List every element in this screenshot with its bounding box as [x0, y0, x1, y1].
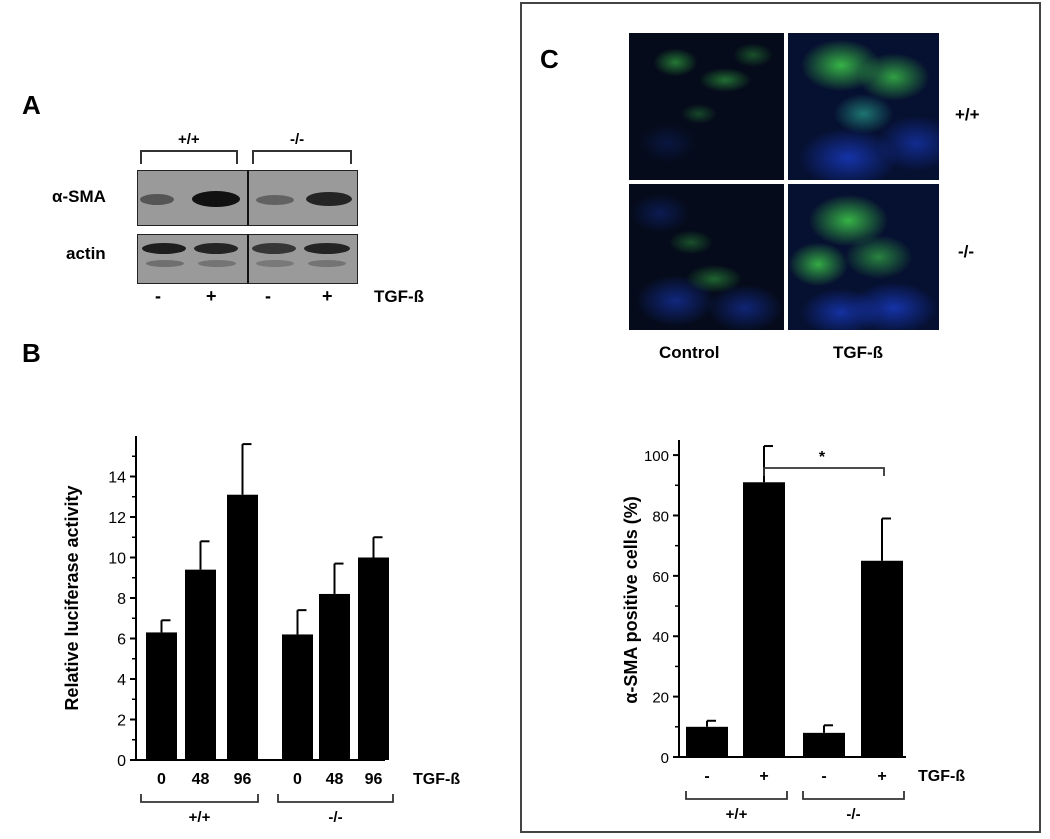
c-category-label: - [821, 768, 826, 785]
b-group-bracket [277, 794, 394, 803]
c-bar [686, 726, 728, 757]
blot-sign-2: + [206, 286, 217, 306]
c-category-label: + [877, 768, 886, 785]
micrograph-ko-tgf [787, 183, 940, 331]
blot-sign-4: + [322, 286, 333, 306]
band-actin-2 [194, 243, 238, 254]
genotype-bracket-ko [252, 150, 352, 164]
chart-b-xlabels: 0 48 96 0 48 96 TGF-ß +/+ -/- [140, 771, 460, 826]
c-category-label: - [704, 768, 709, 785]
chart-c-bars: * [686, 445, 903, 757]
b-group-label: +/+ [189, 809, 211, 826]
b-bar [358, 557, 389, 760]
c-bar [861, 560, 903, 757]
b-bar [185, 569, 216, 760]
blot-genotype-wt: +/+ [178, 131, 200, 148]
c-bar [743, 482, 785, 757]
micrograph-wt-control [628, 32, 785, 181]
b-bar [319, 593, 350, 760]
c-category-label: + [759, 768, 768, 785]
c-group-label: +/+ [726, 806, 748, 823]
micrograph-row-label-wt: +/+ [955, 105, 980, 124]
band-actin-3 [252, 243, 296, 254]
b-bar [282, 634, 313, 760]
panel-label-a: A [22, 90, 41, 120]
b-category-label: 96 [365, 771, 383, 788]
blot-sign-3: - [265, 286, 271, 306]
c-ytick-label: 80 [652, 508, 669, 525]
c-ytick-label: 40 [652, 629, 669, 646]
micrograph-wt-tgf [787, 32, 940, 181]
b-group-label: -/- [328, 809, 342, 826]
b-ytick-label: 14 [108, 470, 126, 487]
c-significance-bracket [763, 467, 885, 476]
c-ytick-label: 20 [652, 690, 669, 707]
c-ytick-label: 60 [652, 569, 669, 586]
band-actin-lower-2 [198, 260, 236, 267]
panel-label-c: C [540, 44, 559, 74]
c-treatment-label: TGF-ß [918, 768, 965, 785]
c-group-label: -/- [846, 806, 860, 823]
blot-treatment-label: TGF-ß [374, 287, 425, 306]
panel-c-box [520, 2, 1041, 833]
c-significance-marker: * [819, 449, 826, 466]
c-ytick-label: 100 [644, 448, 669, 465]
blot-row-label-actin: actin [66, 244, 106, 263]
b-bar [227, 494, 258, 760]
b-ytick-label: 10 [108, 551, 126, 568]
band-actin-lower-1 [146, 260, 184, 267]
b-ytick-label: 12 [108, 510, 126, 527]
b-category-label: 48 [192, 771, 210, 788]
chart-b-bars [146, 443, 389, 760]
band-actin-lower-4 [308, 260, 346, 267]
b-category-label: 0 [293, 771, 302, 788]
band-sma-wt-tgf [192, 191, 240, 207]
blot-sma-strip [137, 170, 358, 226]
band-actin-1 [142, 243, 186, 254]
b-group-bracket [140, 794, 259, 803]
chart-c-ylabel: α-SMA positive cells (%) [621, 496, 641, 703]
micrograph-col-label-tgf: TGF-ß [833, 343, 884, 362]
chart-c-xlabels: - + - + TGF-ß +/+ -/- [685, 768, 965, 823]
blot-row-label-sma: α-SMA [52, 187, 106, 206]
c-group-bracket [685, 791, 788, 800]
b-bar [146, 632, 177, 760]
c-ytick-label: 0 [661, 750, 669, 767]
b-category-label: 96 [234, 771, 252, 788]
b-ytick-label: 4 [117, 672, 126, 689]
b-ytick-label: 6 [117, 632, 126, 649]
blot-sign-1: - [155, 286, 161, 306]
band-sma-ko-control [256, 195, 294, 205]
b-category-label: 48 [326, 771, 344, 788]
chart-b: Relative luciferase activity 0 2 4 6 8 10 12 14… [62, 436, 460, 826]
blot-lane-separator [247, 171, 249, 225]
b-treatment-label: TGF-ß [413, 771, 460, 788]
micrograph-col-label-control: Control [659, 343, 720, 362]
band-sma-wt-control [140, 194, 174, 205]
band-actin-lower-3 [256, 260, 294, 267]
blot-actin-strip [137, 234, 358, 284]
band-sma-ko-tgf [306, 192, 352, 206]
band-actin-4 [304, 243, 350, 254]
c-group-bracket [802, 791, 905, 800]
blot-lane-separator [247, 235, 249, 283]
b-category-label: 0 [157, 771, 166, 788]
blot-genotype-ko: -/- [290, 131, 305, 148]
b-ytick-label: 0 [117, 753, 126, 770]
micrograph-row-label-ko: -/- [958, 242, 975, 261]
b-ytick-label: 8 [117, 591, 126, 608]
c-bar [803, 732, 845, 757]
panel-label-b: B [22, 338, 41, 368]
chart-b-axes: 0 2 4 6 8 10 12 14 [108, 436, 385, 770]
micrograph-ko-control [628, 183, 785, 331]
b-ytick-label: 2 [117, 713, 126, 730]
genotype-bracket-wt [140, 150, 238, 164]
chart-b-ylabel: Relative luciferase activity [62, 485, 82, 710]
